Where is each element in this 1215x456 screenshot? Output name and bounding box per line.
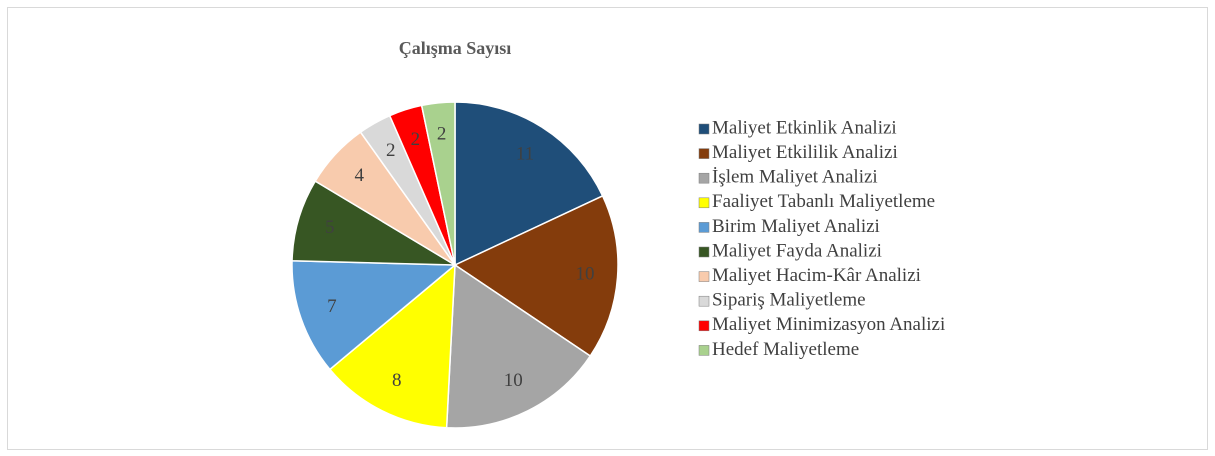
slice-label: 11 xyxy=(516,143,534,164)
legend-swatch xyxy=(698,345,710,356)
slice-label: 7 xyxy=(327,296,337,317)
legend-label: Maliyet Minimizasyon Analizi xyxy=(712,314,945,335)
pie-slice xyxy=(420,101,456,266)
legend-label: Maliyet Etkinlik Analizi xyxy=(712,117,897,138)
pie-slice xyxy=(453,194,619,358)
chart-title: Çalışma Sayısı xyxy=(399,38,512,58)
legend-swatch xyxy=(698,271,710,282)
legend-swatch xyxy=(698,148,710,159)
legend-label: Hedef Maliyetleme xyxy=(712,339,859,360)
legend-swatch xyxy=(698,172,710,184)
legend-label: Birim Maliyet Analizi xyxy=(712,216,880,237)
slice-label: 2 xyxy=(411,129,421,150)
legend-swatch xyxy=(698,123,710,135)
legend-swatch xyxy=(698,222,710,233)
pie-slice xyxy=(445,263,592,429)
legend-label: İşlem Maliyet Analizi xyxy=(712,167,878,188)
slice-label: 5 xyxy=(325,217,335,238)
pie-slice xyxy=(454,101,604,267)
pie-slice xyxy=(291,260,458,371)
slice-label: 2 xyxy=(386,140,396,161)
legend-label: Sipariş Maliyetleme xyxy=(712,290,866,311)
legend-swatch xyxy=(698,295,710,307)
legend-label: Maliyet Fayda Analizi xyxy=(712,240,882,261)
legend-label: Maliyet Hacim-Kâr Analizi xyxy=(712,265,921,286)
pie-slice xyxy=(328,263,456,429)
slice-label: 4 xyxy=(355,165,365,186)
slice-label: 10 xyxy=(576,263,595,284)
slice-label: 10 xyxy=(504,370,523,391)
slice-label: 8 xyxy=(392,370,402,391)
legend-swatch xyxy=(698,320,710,332)
legend-label: Faaliyet Tabanlı Maliyetleme xyxy=(712,191,935,212)
legend-label: Maliyet Etkililik Analizi xyxy=(712,142,898,163)
slice-label: 2 xyxy=(437,124,447,145)
legend-swatch xyxy=(698,197,710,209)
legend-swatch xyxy=(698,246,710,258)
